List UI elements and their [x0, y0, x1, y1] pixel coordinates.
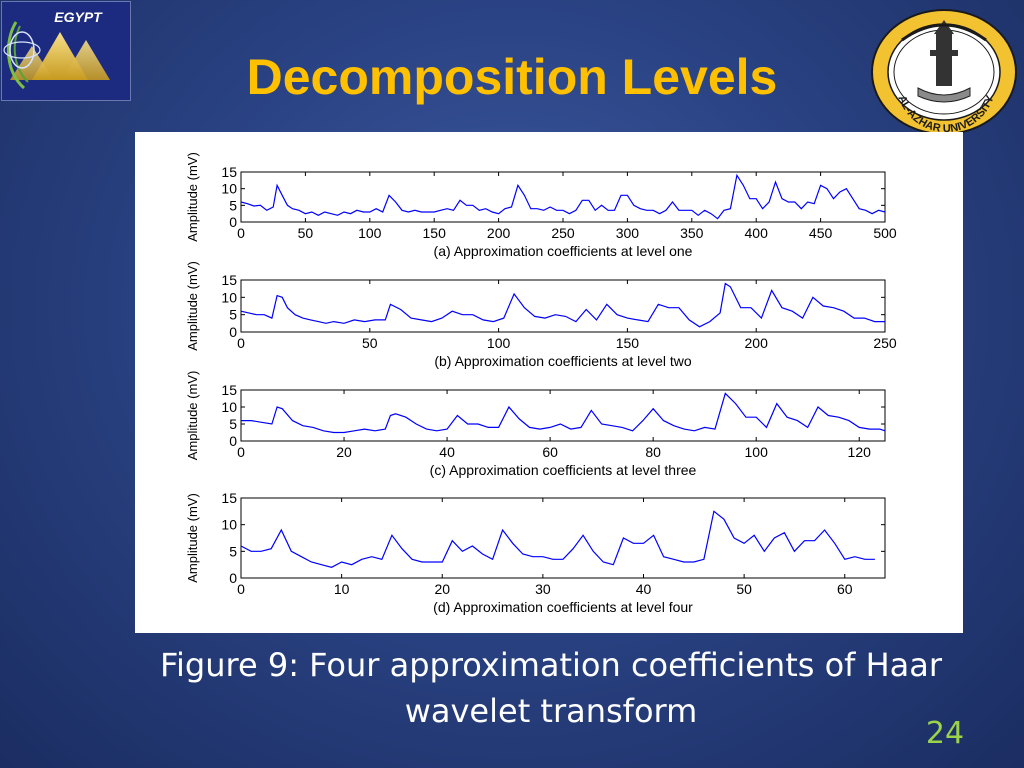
- x-tick-label: 10: [334, 581, 350, 597]
- y-tick-label: 0: [229, 324, 237, 340]
- axes-box-1: [240, 171, 886, 223]
- y-tick-label: 0: [229, 214, 237, 230]
- y-axis-label: Amplitude (mV): [185, 493, 200, 583]
- x-axis-label: (d) Approximation coefficients at level …: [433, 599, 693, 615]
- x-tick-label: 500: [873, 225, 897, 241]
- x-tick-label: 150: [423, 225, 447, 241]
- y-tick-label: 10: [221, 181, 237, 197]
- axes-box-4: [240, 497, 886, 579]
- x-tick-label: 100: [745, 444, 769, 460]
- signal-line-3: [241, 392, 886, 434]
- figure-caption-line1: Figure 9: Four approximation coefficient…: [159, 646, 943, 684]
- x-tick-label: 0: [237, 225, 245, 241]
- figure-caption-line2: wavelet transform: [404, 692, 698, 730]
- y-tick-label: 10: [221, 399, 237, 415]
- y-tick-label: 5: [229, 197, 237, 213]
- y-tick-label: 15: [221, 272, 237, 288]
- y-axis-label: Amplitude (mV): [185, 371, 200, 461]
- page-number: 24: [925, 716, 965, 751]
- y-tick-label: 5: [229, 543, 237, 559]
- subplot-4: 0 5 10 15 0 10 20 30 40 50 60 (d) Approximation coe…: [185, 490, 886, 615]
- x-tick-label: 30: [535, 581, 551, 597]
- y-tick-label: 0: [229, 570, 237, 586]
- slide-title: Decomposition Levels: [246, 49, 778, 105]
- x-tick-label: 120: [848, 444, 872, 460]
- x-tick-label: 40: [439, 444, 455, 460]
- y-tick-label: 10: [221, 289, 237, 305]
- x-axis-label: (b) Approximation coefficients at level …: [434, 353, 692, 369]
- al-azhar-university-seal: AL-AZHAR UNIVERSITY: [868, 6, 1018, 136]
- signal-line-1: [240, 173, 886, 220]
- y-axis-label: Amplitude (mV): [185, 261, 200, 351]
- x-tick-label: 40: [636, 581, 652, 597]
- figure-panel: 0 5 10 15 0 50 100 150 200 250 300 350 400 450 500 (a) …: [135, 132, 963, 633]
- axes-box-3: [240, 389, 886, 442]
- signal-line-4: [240, 510, 875, 568]
- y-tick-label: 15: [221, 490, 237, 506]
- y-tick-label: 0: [229, 433, 237, 449]
- x-tick-label: 100: [358, 225, 382, 241]
- x-tick-label: 20: [336, 444, 352, 460]
- x-tick-label: 60: [837, 581, 853, 597]
- axes-box-2: [240, 279, 886, 333]
- x-tick-label: 50: [362, 335, 378, 351]
- x-tick-label: 150: [616, 335, 640, 351]
- x-axis-label: (c) Approximation coefficients at level …: [430, 462, 697, 478]
- x-axis-label: (a) Approximation coefficients at level …: [434, 243, 693, 259]
- x-tick-label: 80: [645, 444, 661, 460]
- x-tick-label: 300: [616, 225, 640, 241]
- x-tick-label: 0: [237, 444, 245, 460]
- x-tick-label: 200: [745, 335, 769, 351]
- x-tick-label: 0: [237, 581, 245, 597]
- x-tick-label: 50: [298, 225, 314, 241]
- y-tick-label: 5: [229, 307, 237, 323]
- x-tick-label: 250: [873, 335, 897, 351]
- x-tick-label: 0: [237, 335, 245, 351]
- x-tick-label: 50: [736, 581, 752, 597]
- y-tick-label: 10: [221, 517, 237, 533]
- x-tick-label: 200: [487, 225, 511, 241]
- y-tick-label: 15: [221, 382, 237, 398]
- y-tick-label: 15: [221, 164, 237, 180]
- x-tick-label: 450: [809, 225, 833, 241]
- y-axis-label: Amplitude (mV): [185, 152, 200, 242]
- signal-line-2: [240, 282, 885, 328]
- x-tick-label: 400: [745, 225, 769, 241]
- x-tick-label: 100: [487, 335, 511, 351]
- egypt-logo-text: EGYPT: [54, 9, 103, 25]
- x-tick-label: 20: [434, 581, 450, 597]
- x-tick-label: 60: [542, 444, 558, 460]
- y-tick-label: 5: [229, 416, 237, 432]
- egypt-logo: EGYPT: [1, 1, 131, 101]
- x-tick-label: 250: [551, 225, 575, 241]
- x-tick-label: 350: [680, 225, 704, 241]
